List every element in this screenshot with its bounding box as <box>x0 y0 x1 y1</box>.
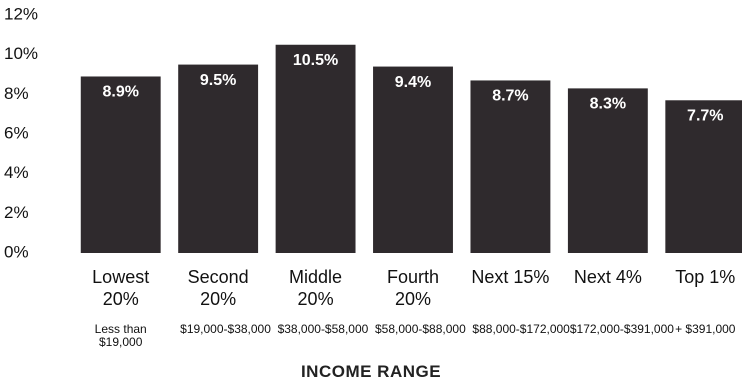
income-range: $88,000-$172,000 <box>472 322 570 336</box>
x-tick-label: Fourth 20% <box>386 267 440 309</box>
value-label: 10.5% <box>293 52 338 69</box>
income-range: $172,000-$391,000 <box>569 322 674 336</box>
x-tick-label: Next 4% <box>573 267 642 287</box>
x-tick-label: Second 20% <box>187 267 249 309</box>
x-tick-label: Lowest 20% <box>92 267 150 309</box>
bar <box>373 66 453 253</box>
bar <box>470 80 551 253</box>
income-range: $19,000-$38,000 <box>180 322 271 336</box>
x-axis-label: INCOME RANGE <box>300 362 442 381</box>
bar <box>275 44 356 253</box>
income-range: + $391,000 <box>675 322 736 336</box>
value-label: 7.7% <box>687 108 723 125</box>
bar <box>178 64 259 253</box>
bar <box>80 76 161 253</box>
income-range: $58,000-$88,000 <box>375 322 466 336</box>
bar <box>665 100 742 254</box>
income-range: Less than $19,000 <box>94 322 147 349</box>
y-tick-label: 2% <box>4 203 29 222</box>
x-tick-label: Top 1% <box>675 267 736 287</box>
y-tick-label: 10% <box>4 44 38 63</box>
value-label: 8.7% <box>492 88 528 105</box>
y-tick-label: 8% <box>4 84 29 103</box>
value-label: 9.4% <box>395 74 431 91</box>
income-range: $38,000-$58,000 <box>277 322 369 336</box>
bar <box>567 88 648 253</box>
value-label: 8.3% <box>590 96 626 113</box>
value-label: 9.5% <box>200 72 236 89</box>
y-tick-label: 6% <box>4 123 29 142</box>
y-tick-label: 0% <box>4 242 29 261</box>
y-tick-label: 12% <box>4 4 38 23</box>
x-tick-label: Middle 20% <box>289 267 343 309</box>
y-tick-label: 4% <box>4 163 29 182</box>
value-label: 8.9% <box>102 84 138 101</box>
x-tick-label: Next 15% <box>471 267 550 287</box>
